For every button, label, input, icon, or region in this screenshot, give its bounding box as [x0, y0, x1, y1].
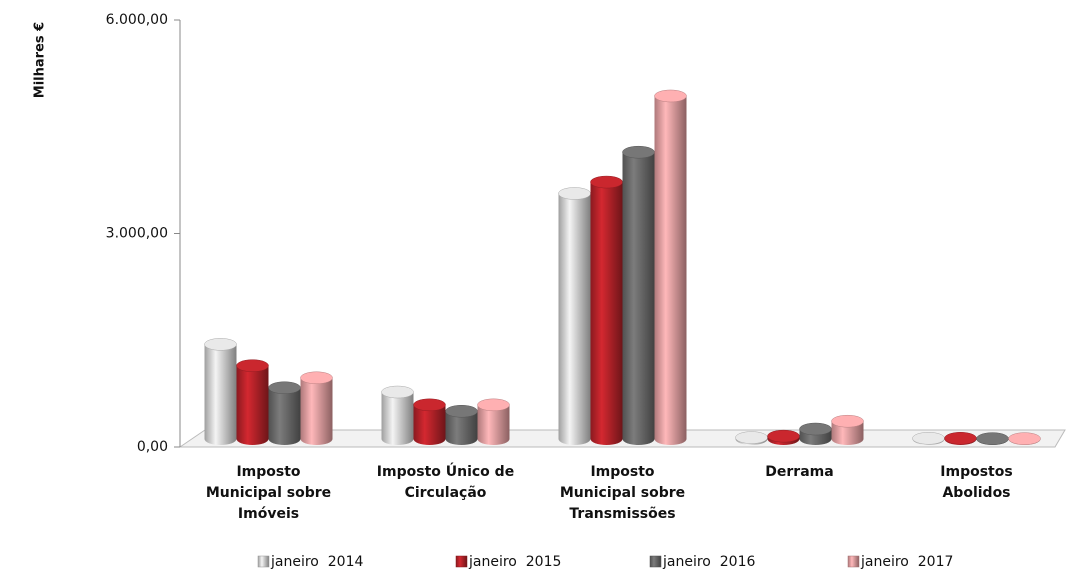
- bar-top: [944, 432, 977, 445]
- bar-top: [381, 385, 414, 399]
- x-tick-label: Imposto Único de Circulação: [376, 464, 515, 501]
- bar-top: [268, 381, 301, 395]
- bar: [944, 432, 977, 446]
- bar: [912, 432, 945, 446]
- bar: [767, 429, 800, 446]
- bar-top: [236, 359, 269, 372]
- bar-body: [445, 411, 478, 446]
- bar-top: [831, 414, 864, 428]
- y-tick-label: 0,00: [137, 439, 168, 455]
- bar-top: [767, 429, 800, 443]
- bar-top: [622, 145, 655, 159]
- x-tick-label: Derrama: [765, 464, 834, 480]
- bar: [1008, 432, 1041, 446]
- bar: [654, 89, 687, 446]
- bar: [590, 175, 623, 446]
- bar: [300, 371, 333, 446]
- bar-top: [976, 432, 1009, 445]
- bar-top: [204, 338, 237, 351]
- bar-body: [590, 182, 623, 446]
- bar-top: [735, 431, 768, 444]
- bar-body: [558, 193, 591, 446]
- bar-body: [300, 377, 333, 446]
- bar-body: [268, 387, 301, 446]
- y-tick-label: 3.000,00: [106, 226, 168, 242]
- bar: [204, 338, 237, 446]
- bar: [976, 432, 1009, 446]
- bar-top: [413, 398, 446, 412]
- legend-label: janeiro 2016: [662, 554, 755, 570]
- bar-body: [654, 95, 687, 446]
- legend-swatch: [847, 555, 860, 568]
- bar-body: [831, 421, 864, 446]
- legend-swatch: [455, 555, 468, 568]
- bar: [831, 414, 864, 446]
- x-tick-label: Imposto Municipal sobre Imóveis: [205, 464, 332, 522]
- bar: [477, 398, 510, 446]
- legend-swatch: [257, 555, 270, 568]
- legend-swatch: [649, 555, 662, 568]
- bar: [381, 385, 414, 446]
- bar-body: [477, 404, 510, 446]
- bar: [445, 404, 478, 446]
- bar-body: [236, 365, 269, 446]
- legend-label: janeiro 2014: [270, 554, 363, 570]
- bar: [236, 359, 269, 446]
- bar-top: [445, 404, 478, 418]
- bar: [268, 381, 301, 446]
- bar: [622, 145, 655, 446]
- bar-top: [1008, 432, 1041, 445]
- x-tick-label: Impostos Abolidos: [940, 464, 1013, 501]
- bar-body: [381, 392, 414, 446]
- bar: [558, 187, 591, 446]
- bar-top: [799, 422, 832, 436]
- y-axis-label: Milhares €: [33, 22, 48, 98]
- bar-body: [413, 404, 446, 446]
- bar: [735, 431, 768, 446]
- bar-body: [622, 152, 655, 446]
- bar-top: [300, 371, 333, 385]
- bar-body: [204, 344, 237, 446]
- bar: [799, 422, 832, 446]
- x-tick-label: Imposto Municipal sobre Transmissões: [559, 464, 686, 522]
- bar-top: [654, 89, 687, 103]
- y-tick-label: 6.000,00: [106, 12, 168, 28]
- bar-top: [558, 187, 591, 200]
- legend-label: janeiro 2017: [860, 554, 953, 570]
- bar: [413, 398, 446, 446]
- legend-label: janeiro 2015: [468, 554, 561, 570]
- bar-top: [477, 398, 510, 412]
- bar-top: [912, 432, 945, 445]
- bar-top: [590, 175, 623, 189]
